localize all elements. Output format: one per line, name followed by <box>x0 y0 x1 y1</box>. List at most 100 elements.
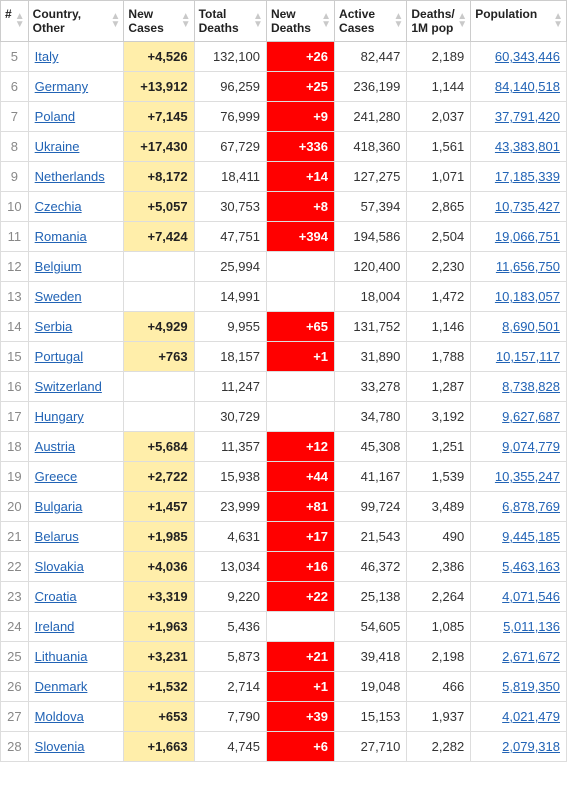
cell-newdeaths <box>266 402 334 432</box>
pop-link[interactable]: 2,671,672 <box>502 649 560 664</box>
header-pop[interactable]: Population▲▼ <box>471 1 567 42</box>
country-link[interactable]: Belarus <box>35 529 79 544</box>
pop-link[interactable]: 60,343,446 <box>495 49 560 64</box>
pop-link[interactable]: 84,140,518 <box>495 79 560 94</box>
cell-newdeaths: +6 <box>266 732 334 762</box>
country-link[interactable]: Bulgaria <box>35 499 83 514</box>
sort-icon[interactable]: ▲▼ <box>253 13 263 29</box>
cell-country: Sweden <box>28 282 124 312</box>
pop-link[interactable]: 17,185,339 <box>495 169 560 184</box>
country-link[interactable]: Germany <box>35 79 88 94</box>
pop-link[interactable]: 5,463,163 <box>502 559 560 574</box>
pop-link[interactable]: 10,157,117 <box>496 349 560 364</box>
sort-icon[interactable]: ▲▼ <box>393 13 403 29</box>
sort-icon[interactable]: ▲▼ <box>321 13 331 29</box>
country-link[interactable]: Belgium <box>35 259 82 274</box>
cell-pop: 2,671,672 <box>471 642 567 672</box>
header-dpm[interactable]: Deaths/1M pop▲▼ <box>407 1 471 42</box>
country-link[interactable]: Lithuania <box>35 649 88 664</box>
header-idx[interactable]: #▲▼ <box>1 1 29 42</box>
cell-dpm: 2,504 <box>407 222 471 252</box>
country-link[interactable]: Sweden <box>35 289 82 304</box>
cell-pop: 5,819,350 <box>471 672 567 702</box>
cell-dpm: 1,146 <box>407 312 471 342</box>
pop-link[interactable]: 4,071,546 <box>502 589 560 604</box>
pop-link[interactable]: 8,738,828 <box>502 379 560 394</box>
header-totaldeaths[interactable]: TotalDeaths▲▼ <box>194 1 266 42</box>
country-link[interactable]: Portugal <box>35 349 83 364</box>
cell-country: Slovenia <box>28 732 124 762</box>
country-link[interactable]: Greece <box>35 469 78 484</box>
sort-icon[interactable]: ▲▼ <box>111 13 121 29</box>
country-link[interactable]: Moldova <box>35 709 84 724</box>
pop-link[interactable]: 8,690,501 <box>502 319 560 334</box>
cell-totaldeaths: 96,259 <box>194 72 266 102</box>
cell-country: Lithuania <box>28 642 124 672</box>
pop-link[interactable]: 5,819,350 <box>502 679 560 694</box>
pop-link[interactable]: 9,074,779 <box>502 439 560 454</box>
country-link[interactable]: Slovakia <box>35 559 84 574</box>
sort-icon[interactable]: ▲▼ <box>15 13 25 29</box>
cell-idx: 19 <box>1 462 29 492</box>
cell-active: 31,890 <box>335 342 407 372</box>
cell-newdeaths: +81 <box>266 492 334 522</box>
sort-icon[interactable]: ▲▼ <box>457 13 467 29</box>
country-link[interactable]: Netherlands <box>35 169 105 184</box>
pop-link[interactable]: 4,021,479 <box>502 709 560 724</box>
country-link[interactable]: Italy <box>35 49 59 64</box>
cell-newcases: +7,424 <box>124 222 194 252</box>
country-link[interactable]: Denmark <box>35 679 88 694</box>
header-active[interactable]: ActiveCases ▲▼ <box>335 1 407 42</box>
country-link[interactable]: Poland <box>35 109 75 124</box>
pop-link[interactable]: 6,878,769 <box>502 499 560 514</box>
table-row: 9Netherlands+8,17218,411+14127,2751,0711… <box>1 162 567 192</box>
cell-newcases: +1,532 <box>124 672 194 702</box>
cell-active: 131,752 <box>335 312 407 342</box>
pop-link[interactable]: 10,183,057 <box>495 289 560 304</box>
country-link[interactable]: Ireland <box>35 619 75 634</box>
pop-link[interactable]: 19,066,751 <box>495 229 560 244</box>
cell-active: 45,308 <box>335 432 407 462</box>
pop-link[interactable]: 10,355,247 <box>495 469 560 484</box>
pop-link[interactable]: 5,011,136 <box>503 619 560 634</box>
cell-country: Ireland <box>28 612 124 642</box>
cell-newdeaths: +336 <box>266 132 334 162</box>
cell-newdeaths: +26 <box>266 42 334 72</box>
country-link[interactable]: Serbia <box>35 319 73 334</box>
header-newdeaths[interactable]: NewDeaths▲▼ <box>266 1 334 42</box>
country-link[interactable]: Czechia <box>35 199 82 214</box>
country-link[interactable]: Switzerland <box>35 379 102 394</box>
cell-totaldeaths: 13,034 <box>194 552 266 582</box>
country-link[interactable]: Hungary <box>35 409 84 424</box>
cell-idx: 22 <box>1 552 29 582</box>
cell-idx: 6 <box>1 72 29 102</box>
sort-icon[interactable]: ▲▼ <box>181 13 191 29</box>
cell-dpm: 2,037 <box>407 102 471 132</box>
pop-link[interactable]: 37,791,420 <box>495 109 560 124</box>
pop-link[interactable]: 43,383,801 <box>495 139 560 154</box>
country-link[interactable]: Slovenia <box>35 739 85 754</box>
pop-link[interactable]: 10,735,427 <box>495 199 560 214</box>
country-link[interactable]: Romania <box>35 229 87 244</box>
pop-link[interactable]: 11,656,750 <box>496 259 560 274</box>
pop-link[interactable]: 9,445,185 <box>502 529 560 544</box>
cell-totaldeaths: 18,411 <box>194 162 266 192</box>
country-link[interactable]: Ukraine <box>35 139 80 154</box>
pop-link[interactable]: 9,627,687 <box>502 409 560 424</box>
cell-idx: 28 <box>1 732 29 762</box>
country-link[interactable]: Croatia <box>35 589 77 604</box>
header-country[interactable]: Country,Other▲▼ <box>28 1 124 42</box>
header-newcases[interactable]: NewCases▲▼ <box>124 1 194 42</box>
cell-newdeaths <box>266 612 334 642</box>
cell-idx: 16 <box>1 372 29 402</box>
cell-newcases: +2,722 <box>124 462 194 492</box>
cell-pop: 37,791,420 <box>471 102 567 132</box>
pop-link[interactable]: 2,079,318 <box>502 739 560 754</box>
cell-newdeaths <box>266 372 334 402</box>
cell-newcases <box>124 282 194 312</box>
header-label: ActiveCases <box>339 7 375 35</box>
country-link[interactable]: Austria <box>35 439 75 454</box>
header-label: # <box>5 7 12 21</box>
sort-icon[interactable]: ▲▼ <box>553 13 563 29</box>
cell-totaldeaths: 76,999 <box>194 102 266 132</box>
